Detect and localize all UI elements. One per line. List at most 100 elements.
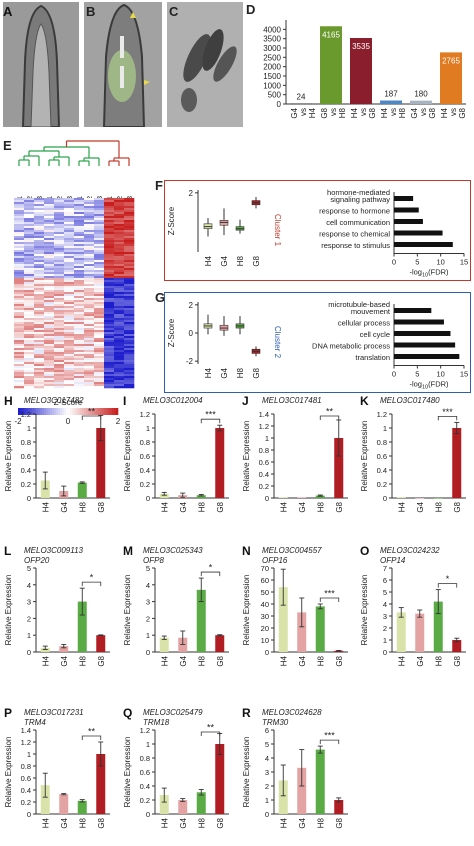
e-heatmap-cell (124, 204, 135, 207)
e-heatmap-cell (44, 246, 55, 249)
e-heatmap-cell (44, 260, 55, 263)
e-heatmap-cell (64, 288, 75, 291)
e-heatmap-cell (14, 382, 25, 385)
e-heatmap-cell (24, 218, 35, 221)
e-heatmap-cell (24, 224, 35, 227)
e-legend-swatch (24, 408, 27, 415)
e-heatmap-cell (74, 304, 85, 307)
e-heatmap-cell (94, 274, 105, 277)
d-category-line: G4 (290, 107, 299, 118)
e-heatmap-cell (34, 290, 45, 293)
e-heatmap-cell (94, 236, 105, 239)
e-heatmap-cell (34, 242, 45, 245)
e-heatmap-cell (94, 240, 105, 243)
e-heatmap-cell (124, 260, 135, 263)
e-heatmap-cell (74, 352, 85, 355)
e-heatmap-cell (74, 296, 85, 299)
e-heatmap-cell (54, 220, 65, 223)
e-heatmap-cell (44, 382, 55, 385)
e-heatmap-cell (44, 216, 55, 219)
e-heatmap-cell (84, 270, 95, 273)
e-heatmap-cell (14, 206, 25, 209)
e-heatmap-cell (114, 218, 125, 221)
e-heatmap-cell (14, 252, 25, 255)
e-heatmap-cell (104, 202, 115, 205)
e-heatmap-cell (24, 232, 35, 235)
e-heatmap-cell (114, 240, 125, 243)
e-heatmap-cell (14, 352, 25, 355)
e-heatmap-cell (54, 332, 65, 335)
e-heatmap-cell (104, 250, 115, 253)
e-heatmap-cell (124, 242, 135, 245)
e-heatmap-cell (34, 272, 45, 275)
e-heatmap-cell (14, 282, 25, 285)
e-heatmap-cell (74, 288, 85, 291)
e-heatmap-cell (74, 250, 85, 253)
e-heatmap-cell (34, 348, 45, 351)
e-legend-swatch (20, 408, 23, 415)
e-heatmap-cell (24, 252, 35, 255)
qpcr-ytick-label: 1 (265, 434, 269, 443)
cluster-ytick-label: 2 (189, 301, 194, 310)
e-heatmap-cell (44, 240, 55, 243)
e-heatmap-cell (34, 236, 45, 239)
qpcr-category-label: H4 (160, 501, 169, 512)
e-heatmap-cell (44, 272, 55, 275)
e-heatmap-cell (104, 292, 115, 295)
e-heatmap-cell (94, 262, 105, 265)
e-heatmap-cell (94, 366, 105, 369)
e-heatmap-cell (14, 332, 25, 335)
e-heatmap-cell (34, 220, 45, 223)
e-heatmap-cell (84, 218, 95, 221)
e-heatmap-cell (14, 232, 25, 235)
e-heatmap-cell (24, 350, 35, 353)
e-heatmap-cell (14, 340, 25, 343)
e-heatmap-cell (64, 250, 75, 253)
e-heatmap-cell (34, 302, 45, 305)
e-heatmap-cell (14, 290, 25, 293)
e-heatmap-cell (94, 278, 105, 281)
e-heatmap-cell (34, 334, 45, 337)
e-heatmap-cell (74, 200, 85, 203)
e-heatmap-cell (104, 198, 115, 201)
e-heatmap-cell (14, 216, 25, 219)
e-heatmap-cell (24, 210, 35, 213)
qpcr-bar (178, 800, 188, 814)
e-heatmap-cell (104, 216, 115, 219)
e-heatmap-cell (74, 312, 85, 315)
e-heatmap-cell (54, 352, 65, 355)
e-legend-swatch (110, 408, 113, 415)
e-heatmap-cell (104, 200, 115, 203)
e-heatmap-cell (24, 360, 35, 363)
e-heatmap-cell (114, 306, 125, 309)
d-category-line: H8 (338, 107, 347, 118)
e-heatmap-cell (104, 300, 115, 303)
qpcr-ytick-label: 0.6 (259, 458, 269, 467)
e-heatmap-cell (44, 264, 55, 267)
e-heatmap-cell (44, 328, 55, 331)
e-legend-swatch (48, 408, 51, 415)
e-heatmap-cell (44, 374, 55, 377)
e-heatmap-cell (124, 268, 135, 271)
e-heatmap-cell (104, 242, 115, 245)
qpcr-ytick-label: 0.4 (140, 466, 150, 475)
e-heatmap-cell (64, 364, 75, 367)
d-bar (320, 26, 342, 104)
e-heatmap-cell (54, 236, 65, 239)
e-heatmap-cell (14, 318, 25, 321)
qpcr-ytick-label: 0 (146, 494, 150, 503)
e-heatmap-cell (104, 304, 115, 307)
qpcr-ylabel: Relative Expression (242, 737, 251, 808)
e-heatmap-cell (104, 244, 115, 247)
e-heatmap-cell (124, 356, 135, 359)
e-heatmap-cell (54, 304, 65, 307)
e-heatmap-cell (64, 326, 75, 329)
e-heatmap-cell (104, 334, 115, 337)
e-heatmap-cell (74, 342, 85, 345)
qpcr-sig-bracket (200, 731, 221, 736)
qpcr-sig-bracket (81, 581, 102, 587)
e-heatmap-cell (14, 294, 25, 297)
e-heatmap-cell (54, 374, 65, 377)
